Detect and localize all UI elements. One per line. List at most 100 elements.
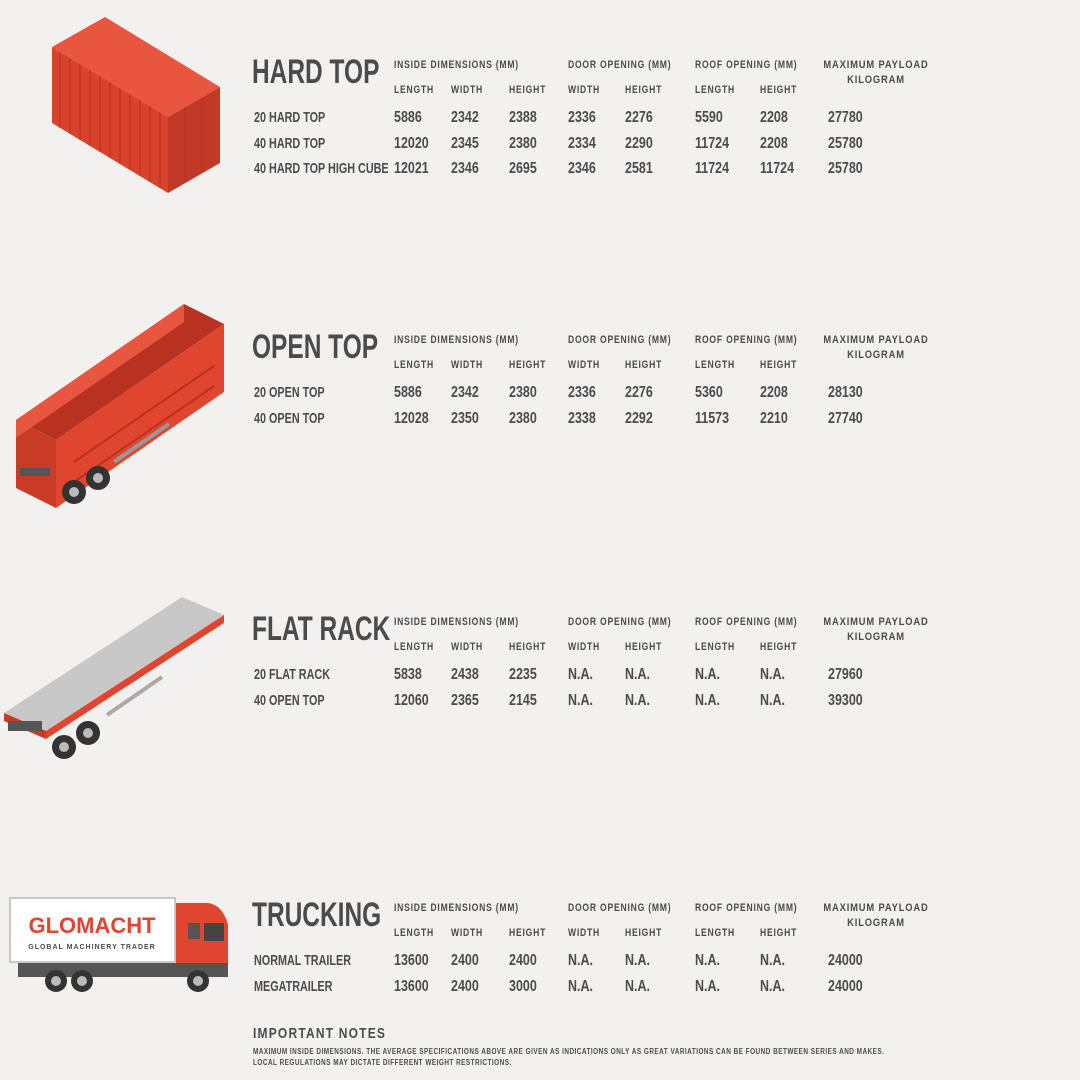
row-value: 2380 [509,384,537,401]
row-value: N.A. [695,666,720,683]
section-open-top: OPEN TOP INSIDE DIMENSIONS (MM) DOOR OPENI… [0,330,1080,470]
row-value: 2276 [625,384,653,401]
row-value: 12021 [394,160,429,177]
row-value: N.A. [625,666,650,683]
row-name: NORMAL TRAILER [254,952,351,969]
row-value: 11724 [760,160,795,177]
row-value: 2380 [509,134,537,152]
payload-unit-header: KILOGRAM [847,74,905,86]
truck-illustration: GLOMACHT GLOBAL MACHINERY TRADER [9,897,228,992]
row-value: 2336 [568,384,596,401]
shipping-container-illustration [52,17,220,193]
payload-unit-header: KILOGRAM [847,631,905,643]
row-value: 25780 [828,134,863,152]
column-header: LENGTH [394,927,434,939]
column-header: HEIGHT [760,641,798,653]
payload-header: MAXIMUM PAYLOAD [823,59,929,71]
section-title: FLAT RACK [252,610,391,648]
notes-line-1: MAXIMUM INSIDE DIMENSIONS. THE AVERAGE S… [253,1047,885,1056]
row-value: N.A. [760,977,785,995]
row-value: 27960 [828,666,863,683]
row-name: 40 OPEN TOP [254,691,325,709]
column-header: HEIGHT [760,84,798,96]
column-header: WIDTH [568,84,601,96]
row-value: N.A. [625,691,650,709]
row-value: 3000 [509,977,537,995]
row-value: 2336 [568,109,596,126]
row-value: 28130 [828,384,863,401]
row-value: 2346 [451,160,479,177]
payload-header: MAXIMUM PAYLOAD [823,616,929,628]
row-value: 2338 [568,409,596,427]
open-top-trailer-illustration [16,304,224,508]
row-value: 2346 [568,160,596,177]
payload-unit-header: KILOGRAM [847,349,905,361]
section-title: HARD TOP [252,53,380,91]
row-value: 2350 [451,409,479,427]
row-value: 5590 [695,109,723,126]
row-value: 2290 [625,134,653,152]
notes-line-2: LOCAL REGULATIONS MAY DICTATE DIFFERENT … [253,1058,512,1067]
payload-header: MAXIMUM PAYLOAD [823,902,929,914]
glomacht-logo: GLOMACHT [28,913,156,938]
row-value: 2342 [451,384,479,401]
row-value: 11573 [695,409,730,427]
column-header: WIDTH [451,84,484,96]
row-name: MEGATRAILER [254,977,333,995]
row-name: 40 HARD TOP [254,134,326,152]
row-value: N.A. [760,666,785,683]
row-name: 20 FLAT RACK [254,666,331,683]
row-value: 2438 [451,666,479,683]
section-flat-rack: FLAT RACK INSIDE DIMENSIONS (MM) DOOR OPEN… [0,612,1080,752]
glomacht-tagline: GLOBAL MACHINERY TRADER [28,944,155,951]
section-hard-top: HARD TOP INSIDE DIMENSIONS (MM) DOOR OPENI… [0,55,1080,195]
column-header: LENGTH [394,641,434,653]
flat-rack-trailer-illustration [4,597,224,759]
row-value: 11724 [695,160,730,177]
row-value: 12020 [394,134,429,152]
row-value: 24000 [828,977,863,995]
inside-dimensions-header: INSIDE DIMENSIONS (MM) [394,616,519,628]
payload-header: MAXIMUM PAYLOAD [823,334,929,346]
column-header: HEIGHT [509,927,547,939]
row-value: 2400 [451,977,479,995]
row-value: 2292 [625,409,653,427]
column-header: WIDTH [451,927,484,939]
row-value: 2380 [509,409,537,427]
row-value: 2400 [509,952,537,969]
row-value: 2334 [568,134,596,152]
column-header: LENGTH [394,359,434,371]
column-header: HEIGHT [509,84,547,96]
column-header: HEIGHT [625,359,663,371]
column-header: HEIGHT [509,641,547,653]
column-header: HEIGHT [625,927,663,939]
row-value: 2208 [760,109,788,126]
row-value: 27780 [828,109,863,126]
column-header: WIDTH [568,359,601,371]
row-value: N.A. [625,977,650,995]
section-title: OPEN TOP [252,328,379,366]
row-value: N.A. [568,691,593,709]
payload-unit-header: KILOGRAM [847,917,905,929]
row-value: 2695 [509,160,537,177]
row-value: N.A. [568,666,593,683]
row-value: N.A. [695,977,720,995]
row-value: N.A. [695,952,720,969]
column-header: LENGTH [695,84,735,96]
row-value: 2208 [760,134,788,152]
section-title: TRUCKING [252,896,382,934]
column-header: HEIGHT [625,641,663,653]
door-opening-header: DOOR OPENING (MM) [568,902,672,914]
roof-opening-header: ROOF OPENING (MM) [695,334,798,346]
row-value: 11724 [695,134,730,152]
notes-title: IMPORTANT NOTES [253,1025,387,1042]
row-value: 5360 [695,384,723,401]
row-value: 2365 [451,691,479,709]
row-value: 12028 [394,409,429,427]
row-value: 2210 [760,409,788,427]
row-value: 2145 [509,691,537,709]
row-value: N.A. [695,691,720,709]
row-name: 20 OPEN TOP [254,384,325,401]
row-value: N.A. [760,952,785,969]
row-value: 25780 [828,160,863,177]
